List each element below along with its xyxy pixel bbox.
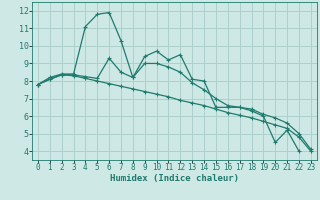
- X-axis label: Humidex (Indice chaleur): Humidex (Indice chaleur): [110, 174, 239, 183]
